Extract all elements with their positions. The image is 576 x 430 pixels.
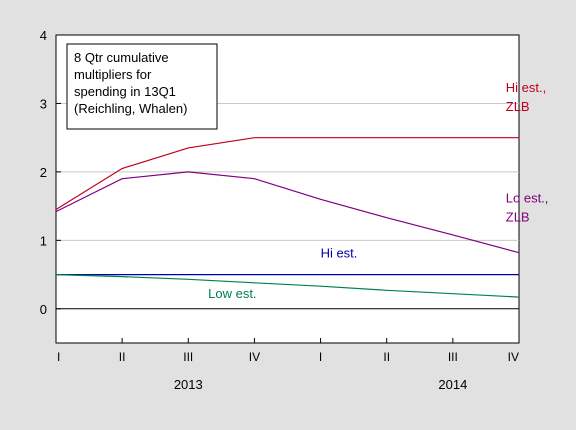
x-tick-label: II bbox=[119, 350, 126, 364]
x-tick-label: IV bbox=[249, 350, 260, 364]
y-tick-label: 1 bbox=[40, 233, 47, 248]
series-label: Low est. bbox=[208, 286, 256, 301]
x-tick-label: I bbox=[57, 350, 60, 364]
y-tick-label: 4 bbox=[40, 28, 47, 43]
x-tick-label: II bbox=[383, 350, 390, 364]
legend-line: (Reichling, Whalen) bbox=[74, 101, 187, 116]
legend-line: spending in 13Q1 bbox=[74, 84, 176, 99]
series-label: ZLB bbox=[506, 210, 530, 225]
series-line bbox=[55, 274, 520, 298]
series-line bbox=[55, 171, 520, 254]
legend-frame bbox=[66, 43, 218, 130]
x-tick-label: I bbox=[319, 350, 322, 364]
y-tick-label: 3 bbox=[40, 96, 47, 111]
legend-line: multipliers for bbox=[74, 67, 152, 82]
legend-box: 8 Qtr cumulative multipliers for spendin… bbox=[66, 43, 218, 130]
y-tick-label: 0 bbox=[40, 302, 47, 317]
series-lines bbox=[55, 137, 520, 298]
series-labels: Hi est., ZLB Lo est., ZLB Hi est. Low est. bbox=[208, 80, 548, 301]
x-year-label: 2013 bbox=[174, 377, 203, 392]
series-label: ZLB bbox=[506, 99, 530, 114]
series-label: Hi est., bbox=[506, 80, 546, 95]
series-label: Lo est., bbox=[506, 191, 549, 206]
x-tick-label: III bbox=[448, 350, 458, 364]
x-year-label: 2014 bbox=[438, 377, 467, 392]
series-label: Hi est. bbox=[321, 245, 358, 260]
y-tick-label: 2 bbox=[40, 165, 47, 180]
x-tick-label: IV bbox=[508, 350, 519, 364]
legend-line: 8 Qtr cumulative bbox=[74, 50, 169, 65]
x-tick-label: III bbox=[183, 350, 193, 364]
gridlines bbox=[56, 102, 519, 310]
series-line bbox=[55, 137, 519, 211]
